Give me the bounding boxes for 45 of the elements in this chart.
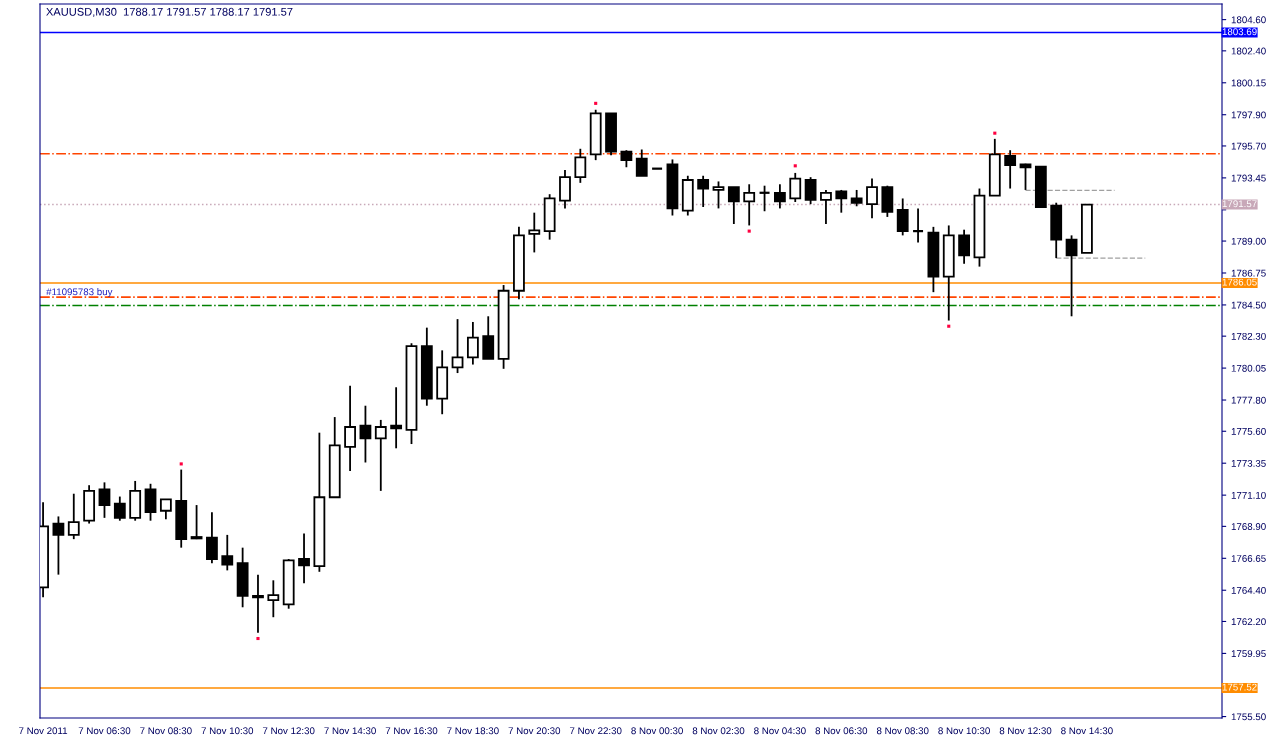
y-tick-label: 1759.95 [1231, 650, 1266, 658]
y-tick-label: 1797.90 [1231, 111, 1266, 119]
x-tick-label: 7 Nov 08:30 [140, 727, 192, 735]
x-tick-label: 7 Nov 16:30 [385, 727, 438, 735]
y-tick-label: 1777.80 [1231, 396, 1266, 404]
y-tick-label: 1773.35 [1231, 459, 1266, 467]
y-tick-label: 1795.70 [1231, 142, 1266, 150]
y-tick-label: 1786.75 [1231, 269, 1266, 277]
y-tick-label: 1766.65 [1231, 555, 1266, 562]
y-tick-label: 1775.60 [1231, 428, 1266, 435]
y-tick-label: 1762.20 [1231, 618, 1266, 626]
x-tick-label: 8 Nov 12:30 [999, 727, 1052, 735]
x-tick-label: 7 Nov 06:30 [78, 727, 131, 735]
y-tick-label: 1780.05 [1231, 364, 1266, 372]
x-tick-label: 8 Nov 10:30 [938, 727, 990, 735]
ref-line-label: 1803.69 [1222, 28, 1257, 36]
y-tick-label: 1800.15 [1231, 79, 1266, 87]
x-tick-label: 8 Nov 08:30 [876, 727, 929, 735]
y-tick-label: 1793.45 [1231, 174, 1266, 182]
x-tick-label: 8 Nov 14:30 [1061, 727, 1113, 735]
annotation: #11095783 buy [46, 288, 113, 298]
y-tick-label: 1784.50 [1231, 301, 1266, 309]
ref-line-label: 1786.05 [1222, 278, 1257, 286]
x-tick-label: 8 Nov 02:30 [692, 727, 745, 735]
y-tick-label: 1764.40 [1231, 586, 1266, 594]
y-tick-label: 1768.90 [1231, 523, 1266, 530]
y-tick-label: 1771.10 [1231, 491, 1266, 499]
chart-title: XAUUSD,M30 1788.17 1791.57 1788.17 1791.57 [46, 7, 293, 18]
y-tick-label: 1789.00 [1231, 237, 1266, 245]
y-tick-label: 1782.30 [1231, 332, 1266, 340]
x-tick-label: 7 Nov 2011 [19, 727, 68, 735]
x-tick-label: 7 Nov 12:30 [262, 727, 315, 735]
ref-line-label: 1791.57 [1222, 200, 1257, 208]
x-tick-label: 7 Nov 18:30 [447, 727, 499, 735]
y-tick-label: 1755.50 [1231, 713, 1266, 721]
ref-line-label: 1757.52 [1222, 683, 1257, 691]
x-tick-label: 7 Nov 10:30 [201, 727, 254, 735]
x-tick-label: 8 Nov 04:30 [754, 727, 806, 735]
x-tick-label: 7 Nov 20:30 [508, 727, 561, 735]
x-tick-label: 8 Nov 00:30 [631, 727, 683, 735]
x-tick-label: 8 Nov 06:30 [815, 727, 868, 735]
x-tick-label: 7 Nov 14:30 [324, 727, 376, 735]
y-tick-label: 1802.40 [1231, 47, 1266, 55]
x-tick-label: 7 Nov 22:30 [569, 727, 622, 735]
y-tick-label: 1804.60 [1231, 16, 1266, 24]
